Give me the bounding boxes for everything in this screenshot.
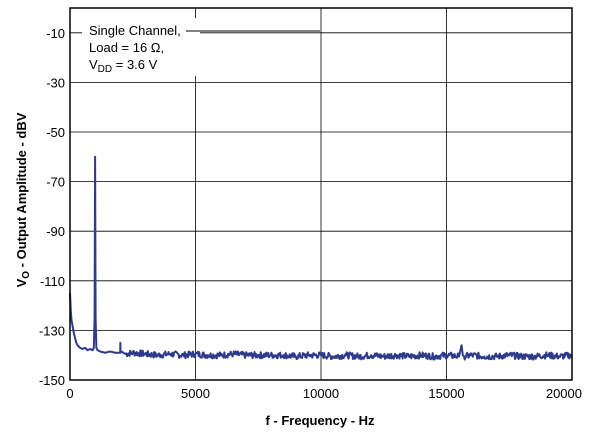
grid-lines bbox=[70, 8, 572, 381]
y-tick-label: -150 bbox=[39, 373, 65, 388]
series-layer bbox=[69, 155, 573, 361]
annotation-background bbox=[82, 18, 200, 76]
y-tick-label: -90 bbox=[46, 224, 65, 239]
x-tick-label: 0 bbox=[66, 386, 73, 401]
x-tick-labels: 0 5000 10000 15000 20000 bbox=[66, 386, 582, 401]
y-tick-label: -30 bbox=[46, 75, 65, 90]
x-tick-label: 10000 bbox=[303, 386, 339, 401]
annotation-line-3: VDD = 3.6 V bbox=[89, 57, 158, 75]
plot-frame bbox=[69, 7, 573, 381]
y-axis-label: VO - Output Amplitude - dBV bbox=[14, 112, 32, 287]
annotation-line-1: Single Channel, bbox=[89, 23, 181, 38]
y-tick-label: -70 bbox=[46, 175, 65, 190]
y-tick-label: -50 bbox=[46, 125, 65, 140]
annotation-vdd-sub: DD bbox=[98, 64, 112, 75]
y-tick-labels: -10 -30 -50 -70 -90 -110 -130 -150 bbox=[39, 26, 65, 388]
x-axis-label: f - Frequency - Hz bbox=[265, 413, 375, 428]
y-axis-label-main: V bbox=[14, 278, 29, 287]
x-tick-label: 15000 bbox=[428, 386, 464, 401]
x-tick-label: 20000 bbox=[546, 386, 582, 401]
x-tick-label: 5000 bbox=[181, 386, 210, 401]
y-axis-label-sub: O bbox=[21, 271, 32, 279]
annotation-line-2: Load = 16 Ω, bbox=[89, 40, 164, 55]
annotation-vdd-main: V bbox=[89, 57, 98, 72]
annotation-box: Single Channel, Load = 16 Ω, VDD = 3.6 V bbox=[82, 18, 320, 76]
annotation-vdd-rest: = 3.6 V bbox=[112, 57, 157, 72]
series-line bbox=[69, 155, 573, 361]
y-tick-label: -130 bbox=[39, 323, 65, 338]
y-tick-label: -10 bbox=[46, 26, 65, 41]
y-axis-label-rest: - Output Amplitude - dBV bbox=[14, 112, 29, 271]
y-tick-label: -110 bbox=[40, 274, 65, 289]
